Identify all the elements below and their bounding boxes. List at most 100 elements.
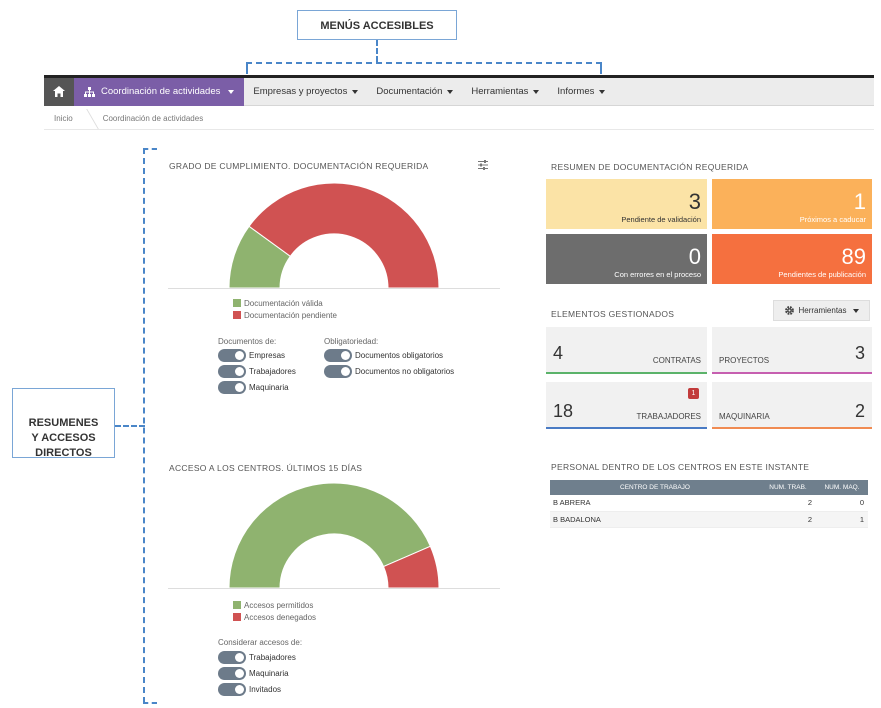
toggle-switch[interactable] xyxy=(218,651,246,664)
toggle-access-invitados[interactable]: Invitados xyxy=(218,683,281,696)
summary-bracket-top xyxy=(143,148,157,150)
chevron-down-icon xyxy=(533,89,540,94)
nav-informes-label: Informes xyxy=(557,86,595,97)
nav-informes[interactable]: Informes xyxy=(548,86,614,97)
gear-icon xyxy=(785,306,795,315)
compliance-gauge xyxy=(228,182,440,288)
card-proyectos[interactable]: PROYECTOS 3 xyxy=(712,327,872,374)
toggle-empresas[interactable]: Empresas xyxy=(218,349,285,362)
toggle-switch[interactable] xyxy=(218,349,246,362)
card-underline xyxy=(712,427,872,429)
toggle-obligatorios[interactable]: Documentos obligatorios xyxy=(324,349,443,362)
toggle-label: Documentos obligatorios xyxy=(355,351,444,360)
header-line xyxy=(44,75,874,78)
legend-item: Accesos permitidos xyxy=(233,599,316,611)
tile-label: Próximos a caducar xyxy=(799,215,866,224)
card-contratas[interactable]: 4 CONTRATAS xyxy=(546,327,707,374)
toggle-label: Trabajadores xyxy=(249,367,296,376)
access-legend: Accesos permitidos Accesos denegados xyxy=(233,599,316,623)
access-baseline xyxy=(168,588,500,589)
gauge-segment-pending xyxy=(248,182,440,288)
breadcrumb-current: Coordinación de actividades xyxy=(102,114,204,123)
toggle-label: Invitados xyxy=(249,685,282,694)
main-navbar: Coordinación de actividades Empresas y p… xyxy=(44,77,874,106)
toggle-access-maquinaria[interactable]: Maquinaria xyxy=(218,667,289,680)
col-header-centro[interactable]: CENTRO DE TRABAJO xyxy=(550,480,760,495)
access-gauge xyxy=(228,482,440,588)
cell-trab: 2 xyxy=(760,511,816,528)
legend-item: Documentación pendiente xyxy=(233,309,337,321)
breadcrumb-home[interactable]: Inicio xyxy=(54,114,73,123)
summary-title: RESUMEN DE DOCUMENTACIÓN REQUERIDA xyxy=(551,162,749,172)
card-maquinaria[interactable]: MAQUINARIA 2 xyxy=(712,382,872,429)
tile-pending-validation[interactable]: 3 Pendiente de validación xyxy=(546,179,707,229)
col-header-trab[interactable]: NUM. TRAB. xyxy=(760,480,816,495)
card-trabajadores[interactable]: 18 1 TRABAJADORES xyxy=(546,382,707,429)
people-table: CENTRO DE TRABAJO NUM. TRAB. NUM. MAQ. B… xyxy=(550,480,868,528)
col-header-maq[interactable]: NUM. MAQ. xyxy=(816,480,868,495)
cell-centro: B ABRERA xyxy=(550,495,760,512)
home-icon xyxy=(53,86,65,97)
gauge-segment-allowed xyxy=(228,482,432,588)
nav-coordinacion-label: Coordinación de actividades xyxy=(101,86,221,97)
tile-value: 1 xyxy=(853,189,866,214)
table-row[interactable]: B ABRERA 2 0 xyxy=(550,495,868,512)
tile-label: Pendientes de publicación xyxy=(778,270,866,279)
legend-swatch-allowed xyxy=(233,601,241,609)
access-title: ACCESO A LOS CENTROS. ÚLTIMOS 15 DÍAS xyxy=(169,463,363,473)
card-underline xyxy=(546,427,707,429)
legend-label: Documentación válida xyxy=(244,298,323,308)
cell-maq: 1 xyxy=(816,511,868,528)
menus-bracket xyxy=(246,62,602,64)
toggle-switch[interactable] xyxy=(218,667,246,680)
menus-callout-label: MENÚS ACCESIBLES xyxy=(320,20,434,32)
chevron-down-icon xyxy=(852,308,859,313)
toggle-no-obligatorios[interactable]: Documentos no obligatorios xyxy=(324,365,454,378)
table-row[interactable]: B BADALONA 2 1 xyxy=(550,511,868,528)
summary-connector xyxy=(115,425,145,427)
hierarchy-icon xyxy=(84,86,95,97)
toggle-switch[interactable] xyxy=(218,381,246,394)
nav-herramientas-label: Herramientas xyxy=(471,86,529,97)
toggle-switch[interactable] xyxy=(218,683,246,696)
toggle-access-trabajadores[interactable]: Trabajadores xyxy=(218,651,296,664)
toggle-trabajadores[interactable]: Trabajadores xyxy=(218,365,296,378)
tile-errors[interactable]: 0 Con errores en el proceso xyxy=(546,234,707,284)
tools-dropdown-button[interactable]: Herramientas xyxy=(773,300,870,321)
toggle-switch[interactable] xyxy=(324,365,352,378)
toggle-switch[interactable] xyxy=(324,349,352,362)
card-label: CONTRATAS xyxy=(652,356,701,365)
filter-settings-icon[interactable] xyxy=(477,159,489,171)
card-label: PROYECTOS xyxy=(719,356,770,365)
tile-pending-publication[interactable]: 89 Pendientes de publicación xyxy=(712,234,872,284)
nav-coordinacion[interactable]: Coordinación de actividades xyxy=(74,77,245,106)
tile-expiring[interactable]: 1 Próximos a caducar xyxy=(712,179,872,229)
nav-documentacion-label: Documentación xyxy=(376,86,443,97)
tile-value: 3 xyxy=(688,189,701,214)
docs-toggle-label: Documentos de: xyxy=(218,337,277,346)
card-value: 2 xyxy=(854,401,865,421)
tools-dropdown-label: Herramientas xyxy=(798,306,847,315)
toggle-label: Empresas xyxy=(249,351,286,360)
breadcrumb-separator xyxy=(76,108,99,129)
card-value: 4 xyxy=(553,343,564,363)
summary-bracket xyxy=(143,148,145,703)
nav-empresas[interactable]: Empresas y proyectos xyxy=(244,86,367,97)
table-header-row: CENTRO DE TRABAJO NUM. TRAB. NUM. MAQ. xyxy=(550,480,868,495)
nav-documentacion[interactable]: Documentación xyxy=(367,86,462,97)
toggle-label: Documentos no obligatorios xyxy=(355,367,455,376)
legend-swatch-valid xyxy=(233,299,241,307)
nav-herramientas[interactable]: Herramientas xyxy=(462,86,548,97)
nav-empresas-label: Empresas y proyectos xyxy=(253,86,348,97)
menus-bracket-left xyxy=(246,62,248,74)
card-underline xyxy=(546,372,707,374)
home-button[interactable] xyxy=(44,77,74,106)
chevron-down-icon xyxy=(228,89,235,94)
toggle-maquinaria[interactable]: Maquinaria xyxy=(218,381,289,394)
tile-value: 89 xyxy=(841,244,866,269)
tile-label: Con errores en el proceso xyxy=(614,270,701,279)
people-title: PERSONAL DENTRO DE LOS CENTROS EN ESTE I… xyxy=(551,462,810,472)
card-label: MAQUINARIA xyxy=(719,412,770,421)
tile-value: 0 xyxy=(688,244,701,269)
toggle-switch[interactable] xyxy=(218,365,246,378)
